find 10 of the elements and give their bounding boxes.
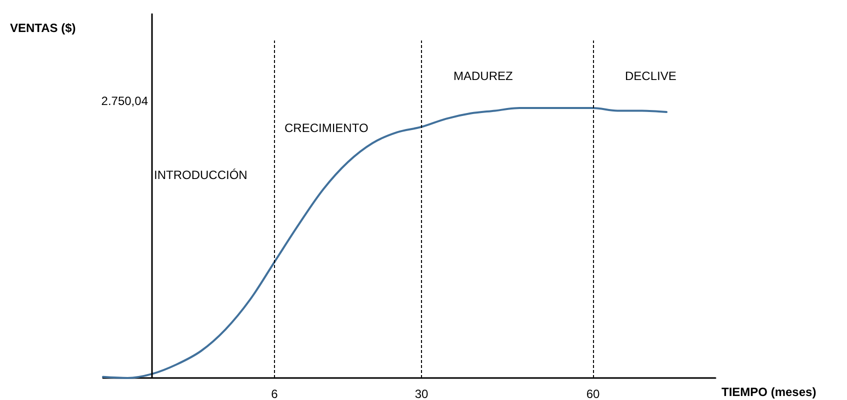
text: MADUREZ (454, 69, 513, 83)
x-axis-title: TIEMPO (meses) (722, 385, 816, 399)
x-tick-label: 30 (414, 387, 428, 400)
x-tick-label: 60 (586, 387, 600, 400)
annotation: INTRODUCCIÓN (154, 168, 248, 182)
text: DECLIVE (625, 69, 676, 83)
annotation: CRECIMIENTO (284, 121, 368, 135)
annotation: 2.750,04 (101, 94, 148, 108)
text: VENTAS ($) (10, 21, 76, 35)
x-tick-label: 6 (271, 387, 278, 400)
